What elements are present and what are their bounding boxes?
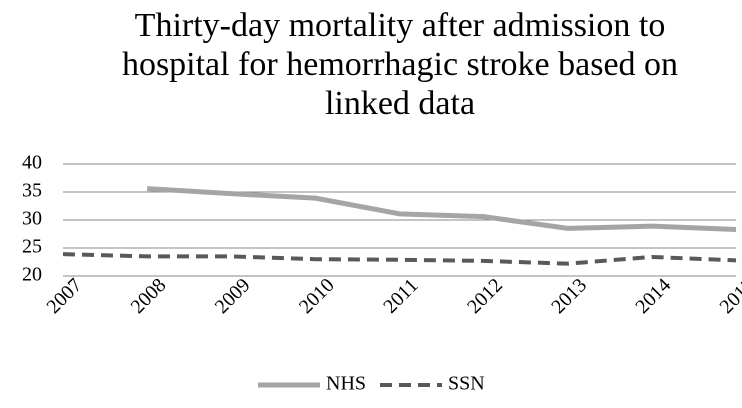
- y-tick-label: 20: [22, 264, 42, 286]
- legend-label: NHS: [326, 373, 366, 395]
- x-tick-label: 2010: [295, 274, 339, 318]
- x-tick-label: 2013: [547, 274, 591, 318]
- x-tick-label: 2007: [42, 274, 86, 318]
- y-tick-label: 25: [22, 236, 42, 258]
- x-tick-label: 2008: [127, 274, 171, 318]
- legend-label: SSN: [448, 373, 485, 395]
- series-line: [62, 252, 737, 266]
- x-tick-label: 2011: [379, 274, 422, 317]
- y-tick-label: 40: [22, 152, 42, 174]
- series-line: [146, 186, 737, 233]
- x-tick-label: 2014: [631, 274, 675, 318]
- y-tick-label: 35: [22, 180, 42, 202]
- x-tick-label: 2009: [211, 274, 255, 318]
- chart-title: Thirty-day mortality after admission to …: [121, 7, 679, 122]
- x-tick-label: 2015: [715, 274, 742, 318]
- x-tick-label: 2012: [463, 274, 507, 318]
- y-tick-label: 30: [22, 208, 42, 230]
